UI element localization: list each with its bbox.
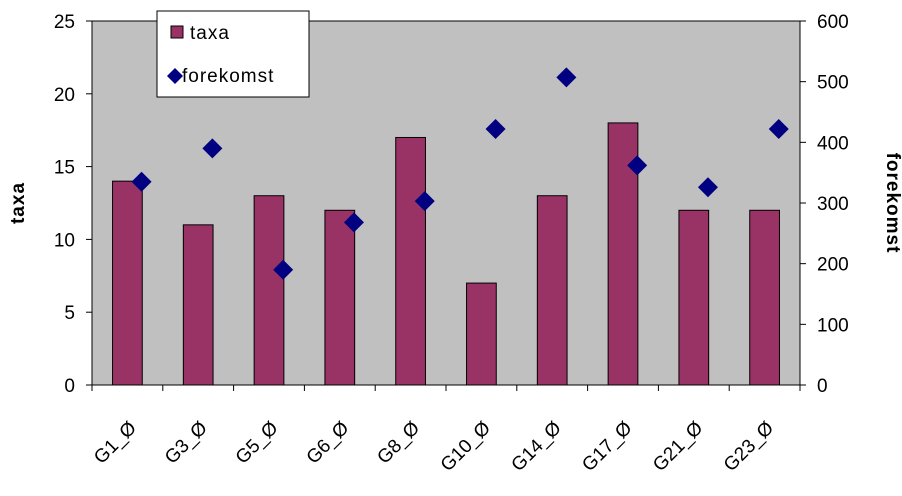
left-tick-label: 20	[54, 85, 75, 106]
marker-G3_Ø	[202, 138, 223, 159]
bar-G5_Ø	[253, 195, 285, 386]
marker-G8_Ø	[414, 191, 435, 212]
right-tick-label: 400	[817, 133, 849, 154]
left-tick-label: 5	[64, 303, 75, 324]
right-tick-label: 100	[817, 315, 849, 336]
left-y-axis: 0 5 10 15 20 25	[54, 12, 93, 397]
x-tick-label: G5_Ø	[232, 418, 283, 469]
right-tick-label: 0	[817, 376, 828, 397]
right-tick-label: 200	[817, 255, 849, 276]
legend-label-taxa: taxa	[190, 23, 230, 44]
bar-G8_Ø	[395, 136, 426, 386]
legend-swatch-forekomst	[167, 68, 183, 84]
left-tick-label: 10	[54, 230, 75, 251]
bar-G6_Ø	[324, 209, 356, 386]
bar-G3_Ø	[182, 224, 214, 386]
x-tick-label: G1_Ø	[90, 418, 141, 469]
right-tick-label: 300	[817, 194, 849, 215]
legend-box	[156, 10, 310, 98]
marker-G23_Ø	[768, 118, 789, 139]
left-tick-label: 15	[54, 158, 75, 179]
marker-G14_Ø	[556, 67, 577, 88]
left-tick-label: 0	[64, 376, 75, 397]
right-tick-label: 600	[817, 12, 849, 33]
y2-axis-title: forekomst	[882, 153, 902, 254]
marker-G6_Ø	[343, 212, 364, 233]
marker-G5_Ø	[273, 259, 294, 280]
x-tick-label: G6_Ø	[303, 418, 354, 469]
legend-label-forekomst: forekomst	[182, 66, 274, 87]
legend-swatch-taxa	[170, 25, 184, 39]
x-tick-label: G21_Ø	[649, 418, 707, 476]
right-tick-label: 500	[817, 73, 849, 94]
marker-G10_Ø	[485, 118, 506, 139]
bar-series-taxa	[112, 122, 780, 386]
bar-G21_Ø	[678, 209, 710, 386]
legend: taxa forekomst	[156, 10, 310, 98]
bar-G1_Ø	[112, 180, 143, 386]
x-tick-label: G8_Ø	[373, 418, 424, 469]
marker-G1_Ø	[131, 171, 152, 192]
bar-G10_Ø	[466, 282, 497, 386]
x-tick-label: G17_Ø	[578, 418, 636, 476]
left-tick-label: 25	[54, 12, 75, 33]
right-y-axis: 0 100 200 300 400 500 600	[799, 12, 849, 397]
x-axis: G1_Ø G3_Ø G5_Ø G6_Ø G8_Ø G10_Ø G14_Ø G17_Ø G21_Ø…	[90, 384, 801, 476]
bar-G14_Ø	[536, 195, 568, 386]
x-tick-label: G10_Ø	[437, 418, 495, 476]
marker-G21_Ø	[697, 177, 718, 198]
x-tick-label: G23_Ø	[720, 418, 778, 476]
x-tick-label: G14_Ø	[508, 418, 566, 476]
marker-series-forekomst	[131, 67, 789, 280]
y-axis-title: taxa	[8, 182, 29, 224]
x-tick-label: G3_Ø	[161, 418, 212, 469]
bar-G23_Ø	[749, 209, 780, 386]
marker-G17_Ø	[627, 155, 648, 176]
